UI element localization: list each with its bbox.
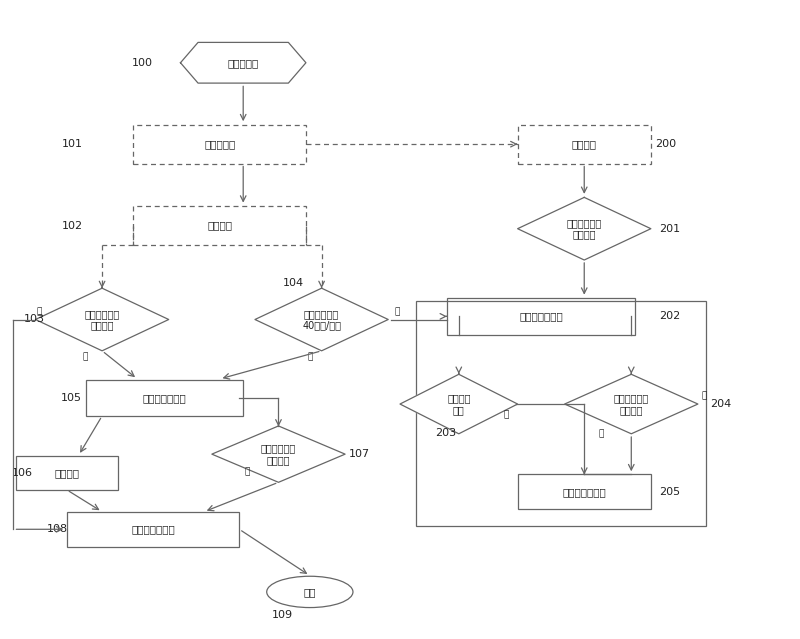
Text: 行车状态: 行车状态	[207, 220, 232, 231]
Text: 停车状态: 停车状态	[572, 139, 597, 149]
Bar	[16, 456, 118, 490]
Text: 是: 是	[307, 352, 313, 361]
Text: 100: 100	[132, 58, 153, 68]
Polygon shape	[565, 374, 698, 434]
Text: 104: 104	[282, 278, 303, 288]
Text: 上电初始化: 上电初始化	[227, 58, 259, 68]
Ellipse shape	[266, 576, 353, 608]
Text: 行车状态锁打开: 行车状态锁打开	[131, 524, 175, 534]
Text: 是: 是	[82, 352, 87, 361]
Polygon shape	[255, 288, 388, 351]
Polygon shape	[518, 197, 651, 260]
Text: 结束: 结束	[303, 587, 316, 597]
Text: 发动机点火: 发动机点火	[204, 139, 235, 149]
Text: 行车车钮按键
是否打开: 行车车钮按键 是否打开	[261, 443, 296, 465]
Text: 205: 205	[658, 487, 680, 497]
Text: 是: 是	[245, 467, 250, 476]
Text: 204: 204	[710, 399, 731, 409]
Text: 202: 202	[658, 311, 680, 321]
Text: 107: 107	[349, 449, 370, 459]
Text: 车速是否大于
40千米/小时: 车速是否大于 40千米/小时	[302, 309, 341, 330]
Text: 103: 103	[24, 314, 45, 325]
Text: 停车车钥按键
是否闭合: 停车车钥按键 是否闭合	[566, 218, 602, 240]
Bar	[518, 125, 651, 164]
Polygon shape	[181, 42, 306, 83]
Bar	[134, 125, 306, 164]
Text: 电源是否
掉电: 电源是否 掉电	[447, 393, 470, 415]
Text: 109: 109	[272, 610, 293, 620]
Text: 行车状态锁闭合: 行车状态锁闭合	[143, 393, 186, 403]
Text: 102: 102	[62, 220, 82, 231]
Text: 停车状态锁闭合: 停车状态锁闭合	[519, 311, 563, 321]
Text: 203: 203	[435, 429, 457, 438]
Text: 否: 否	[37, 307, 42, 316]
Text: 108: 108	[47, 524, 68, 534]
Text: 106: 106	[12, 468, 33, 478]
Polygon shape	[400, 374, 518, 434]
Text: 是: 是	[599, 429, 604, 438]
Text: 200: 200	[654, 139, 676, 149]
Text: 行车车锁按键
是否闭合: 行车车锁按键 是否闭合	[85, 309, 120, 330]
Bar	[134, 206, 306, 245]
Bar	[447, 298, 635, 335]
Text: 201: 201	[658, 224, 680, 234]
Text: 停车状态锁打开: 停车状态锁打开	[562, 487, 606, 497]
Text: 105: 105	[62, 393, 82, 403]
Text: 电源掉电: 电源掉电	[54, 468, 79, 478]
Polygon shape	[212, 426, 345, 482]
Polygon shape	[35, 288, 169, 351]
Text: 否: 否	[702, 392, 707, 401]
Bar	[67, 512, 239, 546]
Bar	[416, 301, 706, 526]
Text: 行车车钮按键
是否打开: 行车车钮按键 是否打开	[614, 393, 649, 415]
Text: 101: 101	[62, 139, 82, 149]
Bar	[86, 380, 243, 416]
Text: 否: 否	[395, 307, 400, 316]
Text: 是: 是	[504, 410, 510, 419]
Bar	[518, 475, 651, 509]
